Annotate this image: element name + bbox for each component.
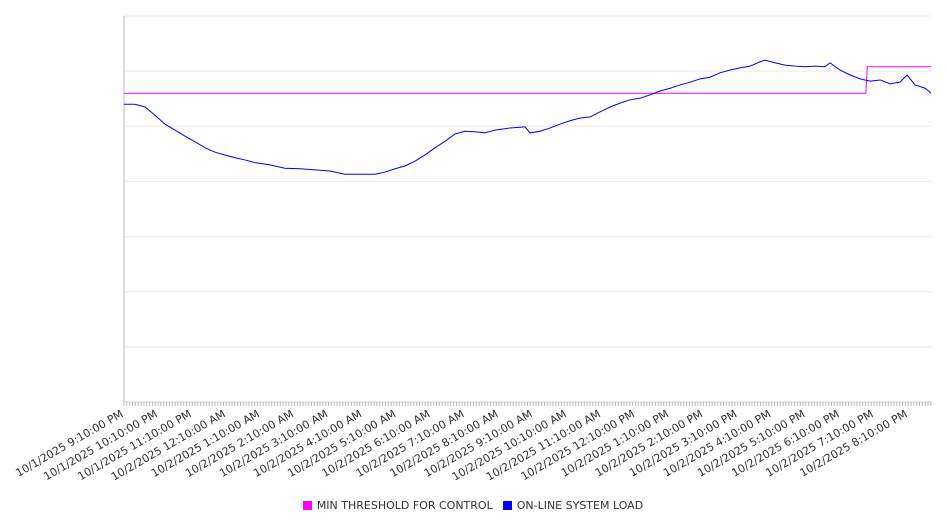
legend-label-load: ON-LINE SYSTEM LOAD — [516, 499, 644, 512]
legend-swatch-load — [502, 501, 512, 510]
legend-label-threshold: MIN THRESHOLD FOR CONTROL — [316, 499, 493, 512]
legend-item-threshold[interactable]: MIN THRESHOLD FOR CONTROL — [302, 499, 493, 512]
legend-swatch-threshold — [302, 501, 312, 510]
series-line-load — [124, 59, 932, 175]
legend-item-load[interactable]: ON-LINE SYSTEM LOAD — [502, 499, 644, 512]
legend: MIN THRESHOLD FOR CONTROL ON-LINE SYSTEM… — [0, 499, 946, 512]
